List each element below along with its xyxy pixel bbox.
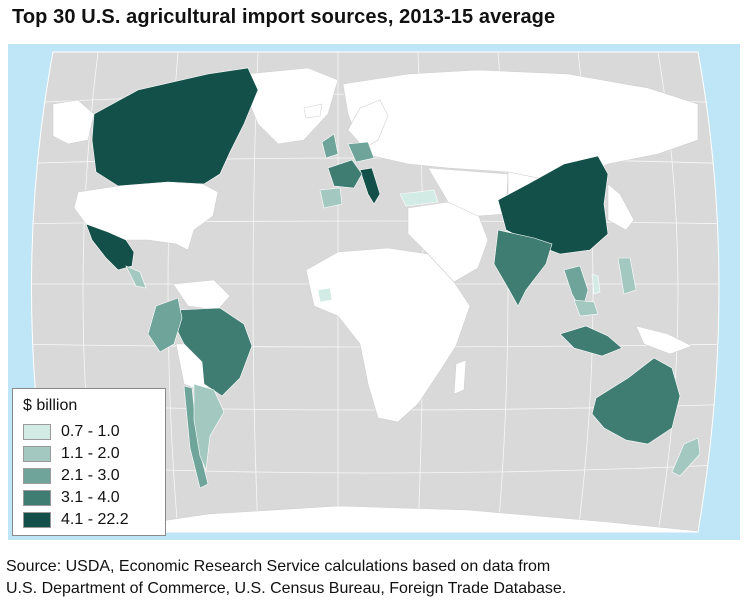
philippines — [617, 257, 637, 295]
venezuela-guianas — [172, 279, 231, 311]
legend-label: 0.7 - 1.0 — [61, 423, 120, 440]
legend-label: 3.1 - 4.0 — [61, 489, 120, 506]
chile — [183, 385, 209, 489]
map-title: Top 30 U.S. agricultural import sources,… — [12, 6, 556, 28]
legend-swatch — [23, 490, 51, 506]
legend-swatch — [23, 468, 51, 484]
source-line-1: Source: USDA, Economic Research Service … — [6, 558, 551, 575]
legend-item: 3.1 - 4.0 — [23, 487, 155, 509]
canada — [91, 67, 259, 187]
legend-item: 4.1 - 22.2 — [23, 509, 155, 531]
ireland-uk — [321, 133, 339, 159]
iceland — [303, 103, 323, 119]
germany-netherlands — [347, 141, 375, 163]
brazil — [175, 307, 253, 397]
legend-item: 2.1 - 3.0 — [23, 465, 155, 487]
japan-korea — [607, 183, 635, 231]
papua — [635, 325, 693, 355]
peru-colombia — [147, 297, 183, 353]
france — [327, 159, 363, 189]
argentina — [193, 383, 225, 472]
antarctica — [87, 505, 709, 532]
vietnam-coast — [591, 273, 601, 295]
africa — [305, 247, 471, 423]
indonesia — [559, 325, 623, 357]
legend-label: 2.1 - 3.0 — [61, 467, 120, 484]
legend-label: 4.1 - 22.2 — [61, 511, 129, 528]
globe-edge — [31, 51, 720, 533]
central-asia — [427, 167, 509, 217]
new-zealand — [671, 437, 701, 477]
spain — [319, 187, 343, 209]
legend-item: 0.7 - 1.0 — [23, 421, 155, 443]
alaska — [52, 99, 95, 145]
central-america — [125, 265, 147, 289]
turkey — [399, 189, 439, 207]
mexico — [85, 223, 135, 271]
madagascar — [453, 359, 467, 395]
world-map — [8, 44, 740, 540]
australia — [591, 357, 681, 445]
source-note: Source: USDA, Economic Research Service … — [6, 556, 566, 600]
legend-title: $ billion — [23, 397, 78, 414]
greenland — [245, 67, 339, 145]
legend-swatch — [23, 446, 51, 462]
italy — [359, 167, 381, 205]
legend-swatch — [23, 512, 51, 528]
source-line-2: U.S. Department of Commerce, U.S. Census… — [6, 580, 567, 597]
legend-item: 1.1 - 2.0 — [23, 443, 155, 465]
legend: $ billion 0.7 - 1.0 1.1 - 2.0 2.1 - 3.0 … — [12, 388, 166, 536]
india — [493, 229, 553, 307]
legend-swatch — [23, 424, 51, 440]
malaysia — [573, 299, 599, 317]
cote-divoire — [317, 287, 333, 303]
legend-label: 1.1 - 2.0 — [61, 445, 120, 462]
